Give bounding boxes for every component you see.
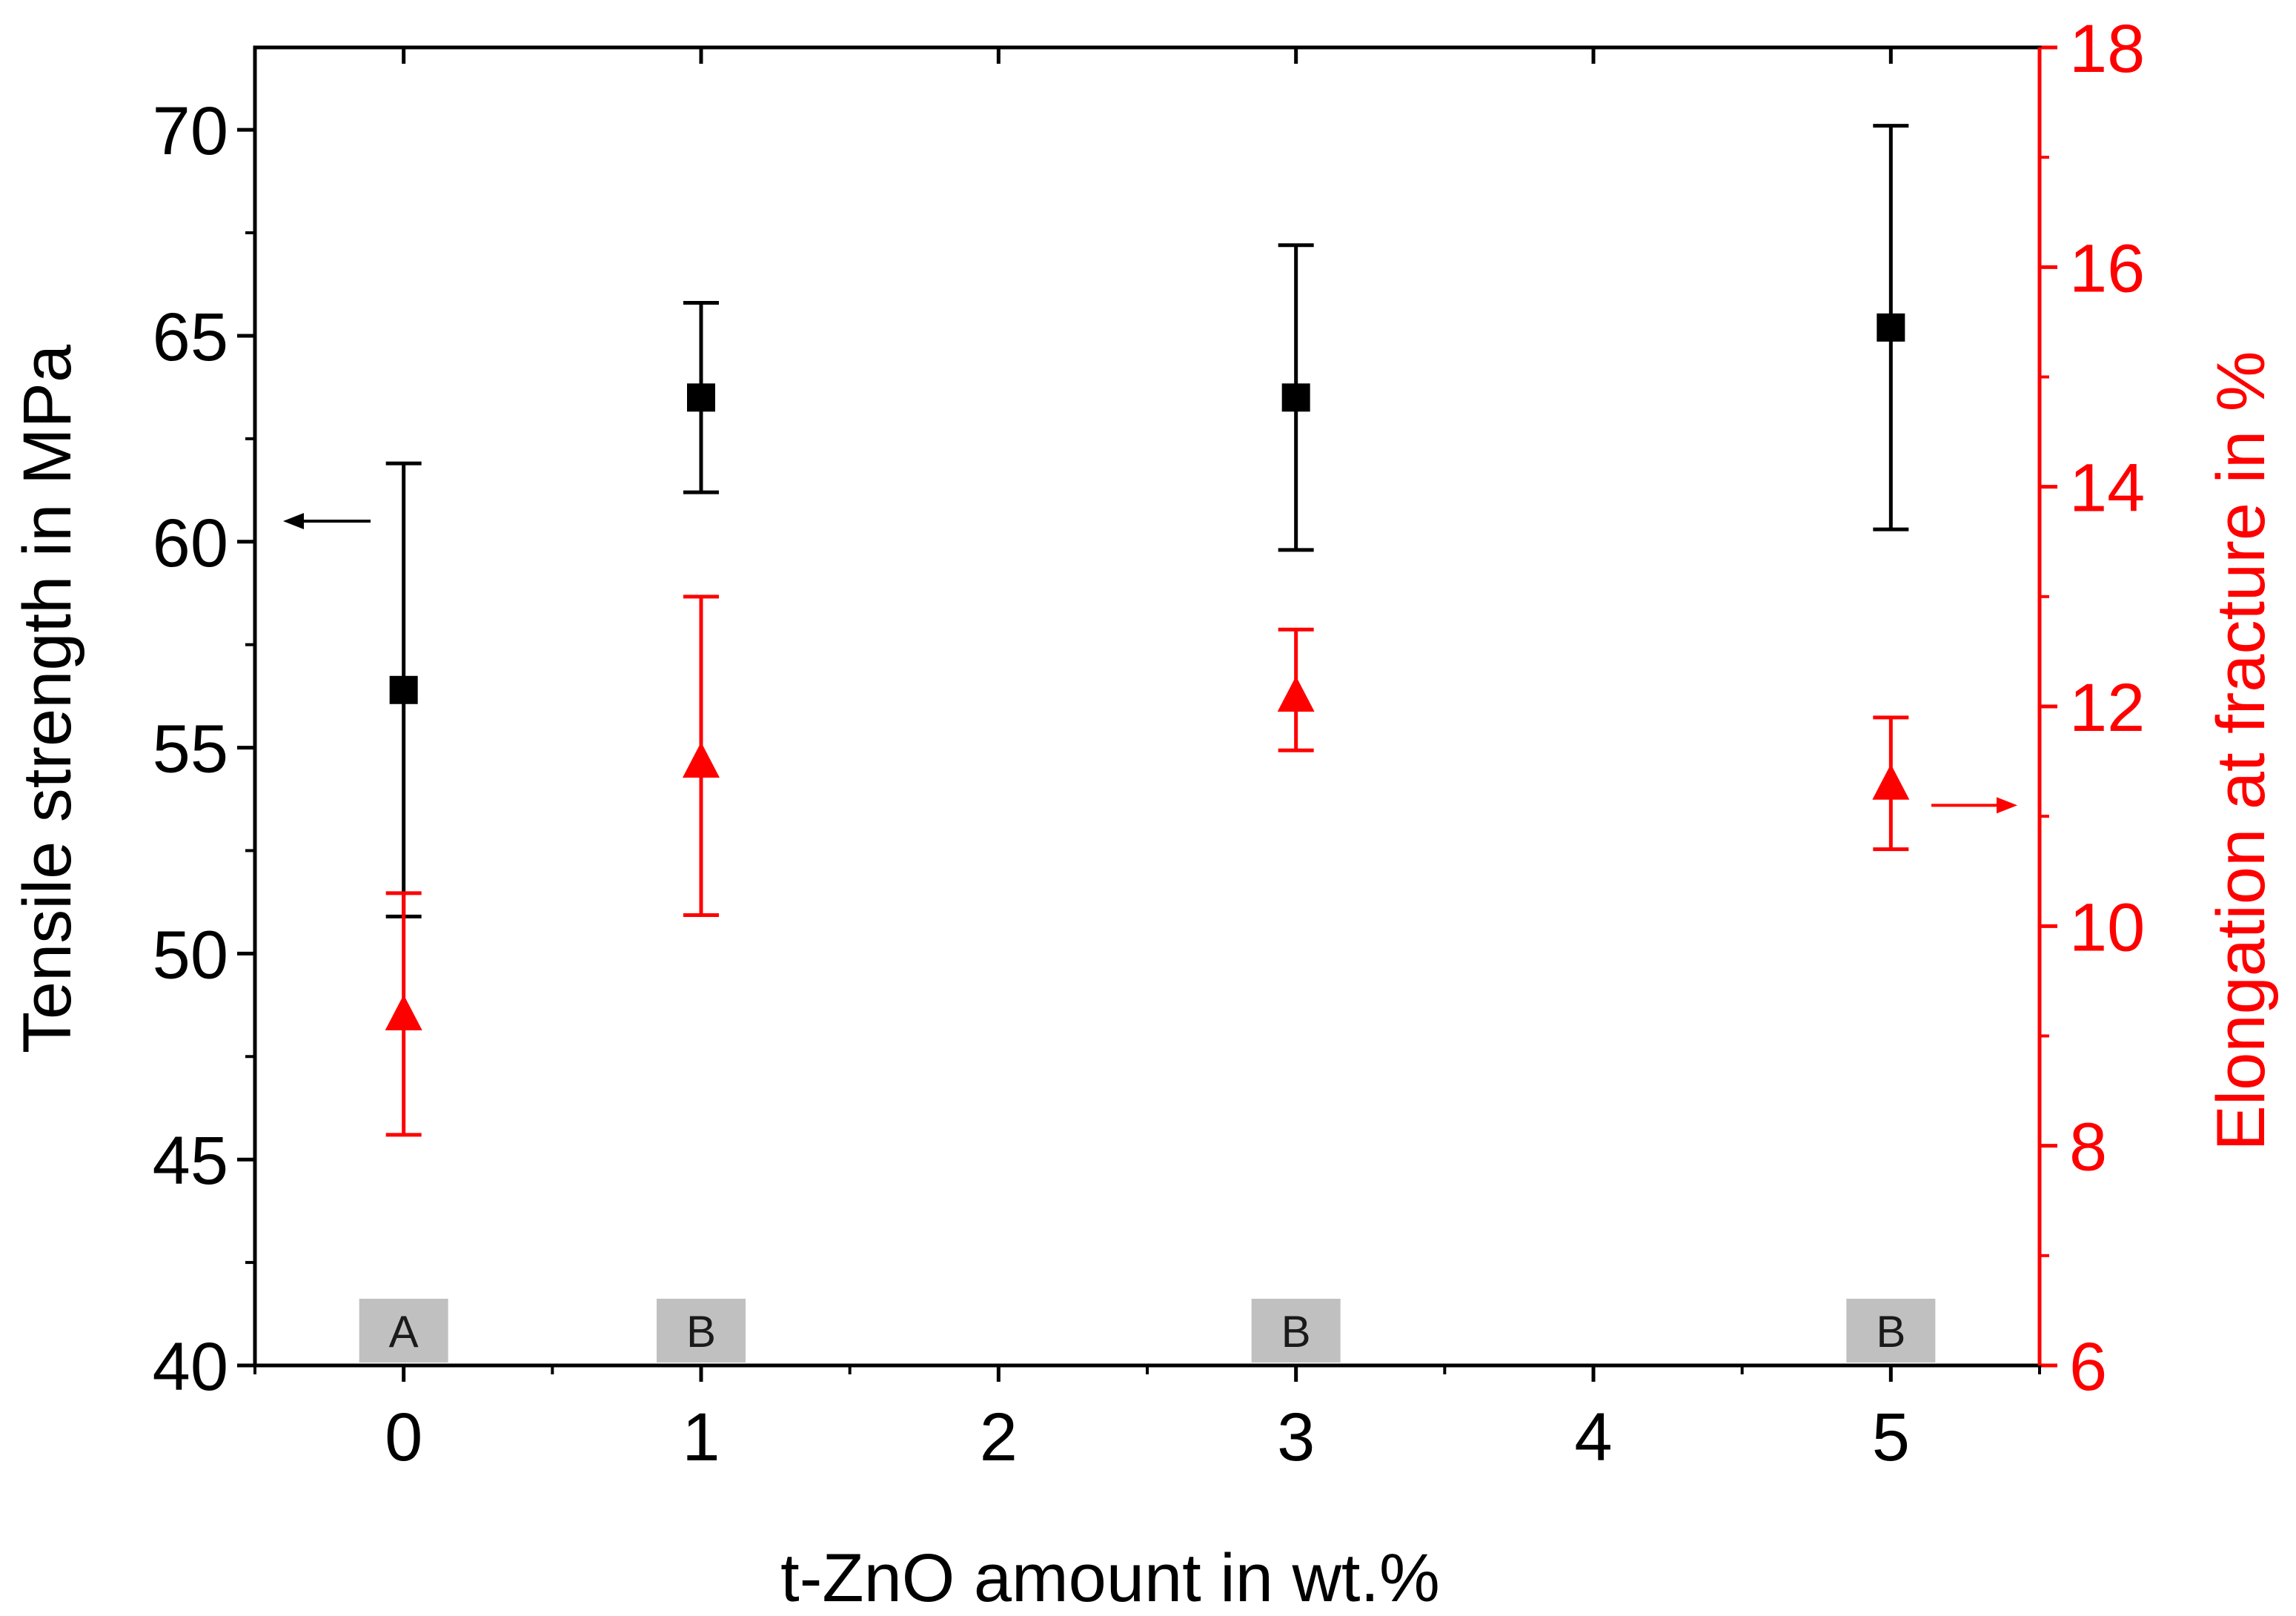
tensile-strength-point: [1281, 383, 1310, 412]
y-right-tick-label: 18: [2069, 11, 2145, 87]
y-right-tick-label: 6: [2069, 1329, 2107, 1405]
group-label-text: B: [686, 1307, 716, 1357]
y-right-tick-label: 8: [2069, 1110, 2107, 1185]
x-tick-label: 5: [1872, 1400, 1910, 1475]
left-axis-arrow-head: [283, 512, 304, 529]
y-right-tick-label: 12: [2069, 670, 2145, 746]
group-label-box: [1846, 1299, 1936, 1362]
y-axis-right-title: Elongation at fracture in %: [2203, 351, 2279, 1150]
indicator-arrows: [283, 512, 2017, 814]
elongation-point: [385, 994, 422, 1030]
group-label-box: [1251, 1299, 1341, 1362]
group-label-text: B: [1876, 1307, 1905, 1357]
y-right-tick-label: 14: [2069, 451, 2145, 526]
group-label-text: B: [1281, 1307, 1311, 1357]
tensile-strength-point: [389, 675, 418, 704]
y-left-tick-label: 70: [153, 93, 228, 169]
y-left-tick-label: 40: [153, 1329, 228, 1405]
group-label-box: [657, 1299, 746, 1362]
y-left-tick-label: 55: [153, 712, 228, 787]
x-tick-label: 3: [1277, 1400, 1315, 1475]
y-left-tick-label: 45: [153, 1123, 228, 1199]
tensile-strength-point: [1877, 313, 1905, 342]
elongation-point: [683, 742, 720, 778]
y-right-tick-label: 16: [2069, 231, 2145, 306]
right-axis-arrow-head: [1997, 797, 2017, 814]
elongation-point: [1872, 764, 1910, 800]
group-label-text: A: [389, 1307, 419, 1357]
elongation-point: [1277, 676, 1315, 712]
x-tick-label: 4: [1574, 1400, 1612, 1475]
x-tick-label: 0: [385, 1400, 422, 1475]
group-label-box: [359, 1299, 448, 1362]
x-tick-label: 1: [682, 1400, 720, 1475]
y-left-tick-label: 50: [153, 917, 228, 993]
x-tick-label: 2: [980, 1400, 1018, 1475]
y-left-tick-label: 60: [153, 506, 228, 581]
data-markers: [385, 313, 1910, 1030]
tensile-strength-point: [687, 383, 715, 412]
y-right-tick-label: 10: [2069, 890, 2145, 965]
x-axis-title: t-ZnO amount in wt.%: [780, 1540, 1440, 1616]
y-left-tick-label: 65: [153, 299, 228, 375]
y-axis-left-title: Tensile strength in MPa: [10, 344, 85, 1053]
